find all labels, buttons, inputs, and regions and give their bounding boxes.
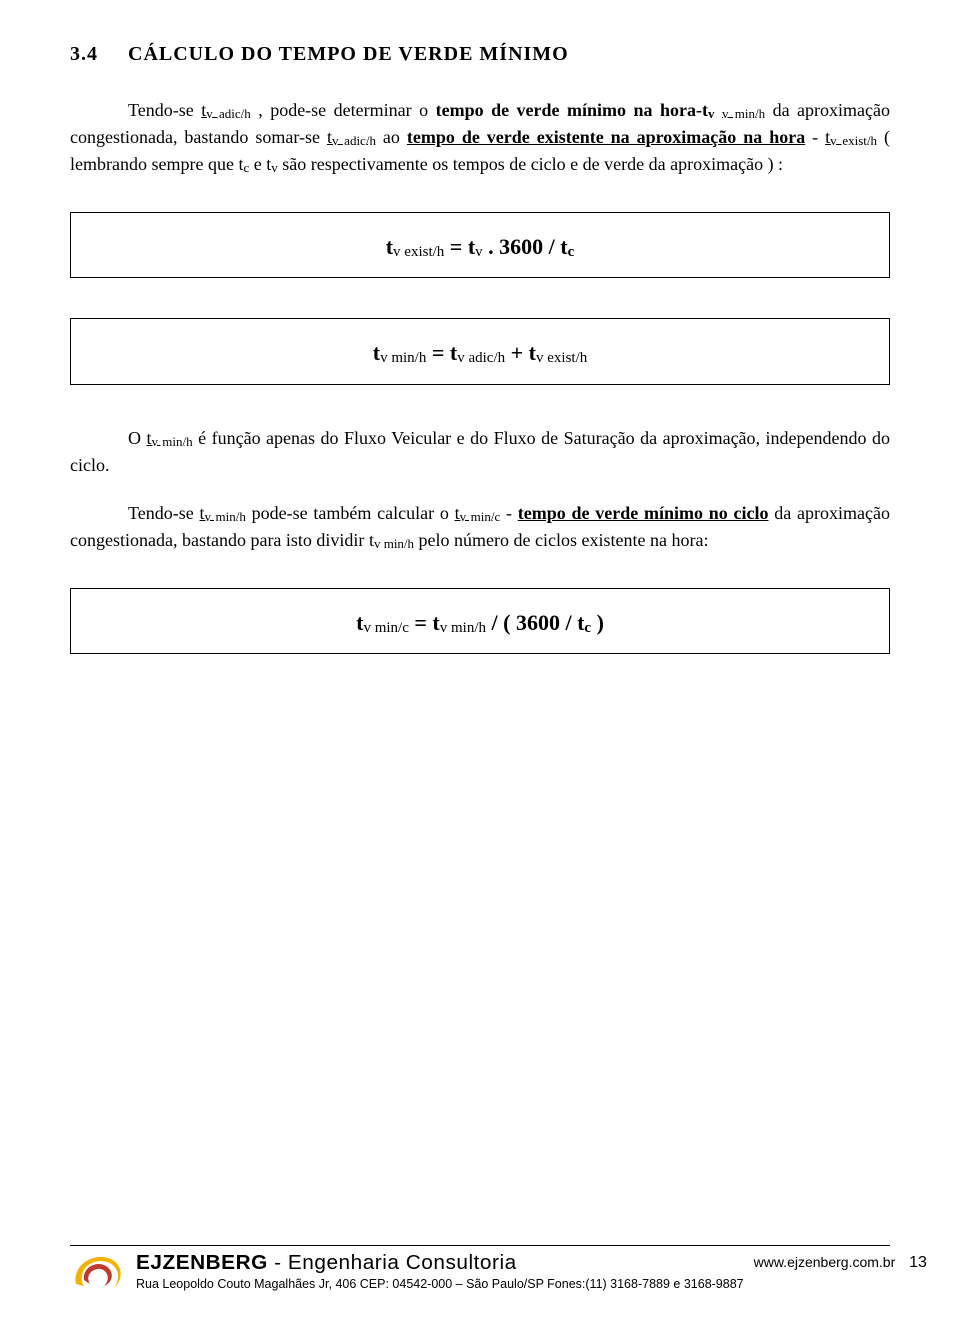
var-tv-exist-h: tv exist/h bbox=[825, 127, 877, 147]
f-op: ) bbox=[591, 610, 604, 635]
f-op: = bbox=[409, 610, 433, 635]
paragraph-1: Tendo-se tv adic/h , pode-se determinar … bbox=[70, 97, 890, 178]
f-op: = bbox=[426, 340, 450, 365]
f-main: t bbox=[560, 234, 567, 259]
text-run: - bbox=[500, 503, 518, 523]
f-op: = bbox=[444, 234, 468, 259]
var-sub: v min/h bbox=[374, 536, 414, 551]
text-run: é função apenas do Fluxo Veicular e do F… bbox=[70, 428, 890, 475]
f-op: . bbox=[483, 234, 500, 259]
f-main: t bbox=[529, 340, 536, 365]
f-sub: v exist/h bbox=[536, 350, 587, 366]
text-run: O bbox=[128, 428, 147, 448]
f-sub: v exist/h bbox=[393, 244, 444, 260]
f-sub: v bbox=[475, 244, 483, 260]
text-run: são respectivamente os tempos de ciclo e… bbox=[278, 154, 783, 174]
section-number: 3.4 bbox=[70, 43, 98, 65]
formula-3: tv min/c = tv min/h / ( 3600 / tc ) bbox=[70, 588, 890, 655]
text-run: ao bbox=[376, 127, 407, 147]
f-main: t bbox=[432, 610, 439, 635]
f-op: + bbox=[505, 340, 529, 365]
var-sub: v adic/h bbox=[206, 106, 251, 121]
brand-logo-icon bbox=[70, 1250, 126, 1296]
var-sub: v adic/h bbox=[332, 133, 376, 148]
var-sub: v bbox=[708, 106, 715, 121]
text-run: e bbox=[249, 154, 266, 174]
brand-name: EJZENBERG - Engenharia Consultoria bbox=[136, 1252, 768, 1275]
brand-rest: Engenharia Consultoria bbox=[288, 1252, 517, 1274]
var-tv-min-h-4: tv min/h bbox=[369, 530, 414, 550]
f-sub: c bbox=[568, 244, 575, 260]
f-sub: v adic/h bbox=[457, 350, 505, 366]
text-run: pelo número de ciclos existente na hora: bbox=[414, 530, 708, 550]
var-tv-suffix: tv bbox=[702, 100, 715, 120]
var-tv-min-h: v min/h bbox=[722, 100, 765, 120]
var-sub: v exist/h bbox=[830, 133, 877, 148]
text-run: Tendo-se bbox=[128, 100, 201, 120]
var-tc: tc bbox=[238, 154, 249, 174]
var-tv: tv bbox=[266, 154, 278, 174]
f-sub: v min/h bbox=[380, 350, 426, 366]
paragraph-2: O tv min/h é função apenas do Fluxo Veic… bbox=[70, 425, 890, 478]
var-tv-min-h-2: tv min/h bbox=[147, 428, 193, 448]
var-tv-adic-h: tv adic/h bbox=[201, 100, 251, 120]
text-bold-underline: tempo de verde mínimo no ciclo bbox=[518, 503, 769, 523]
page-number: 13 bbox=[909, 1254, 927, 1271]
var-sub: v min/h bbox=[152, 434, 193, 449]
f-sub: v min/c bbox=[363, 620, 408, 636]
formula-1: tv exist/h = tv . 3600 / tc bbox=[70, 212, 890, 279]
f-main: t bbox=[386, 234, 393, 259]
text-run: , pode-se determinar o bbox=[251, 100, 436, 120]
footer-divider bbox=[70, 1245, 890, 1246]
section-heading: 3.4 CÁLCULO DO TEMPO DE VERDE MÍNIMO bbox=[70, 40, 890, 69]
f-const: 3600 / bbox=[499, 234, 560, 259]
var-sub: v min/h bbox=[205, 509, 246, 524]
brand-sep: - bbox=[268, 1252, 288, 1274]
var-tv-min-h-3: tv min/h bbox=[199, 503, 245, 523]
text-bold: tempo de verde mínimo na hora- bbox=[436, 100, 702, 120]
f-sub: v min/h bbox=[440, 620, 486, 636]
footer-right: www.ejzenberg.com.br 13 bbox=[754, 1250, 927, 1272]
brand-address: Rua Leopoldo Couto Magalhães Jr, 406 CEP… bbox=[136, 1277, 744, 1291]
paragraph-3: Tendo-se tv min/h pode-se também calcula… bbox=[70, 500, 890, 554]
section-title: CÁLCULO DO TEMPO DE VERDE MÍNIMO bbox=[128, 43, 569, 65]
text-run: pode-se também calcular o bbox=[246, 503, 455, 523]
formula-2: tv min/h = tv adic/h + tv exist/h bbox=[70, 318, 890, 385]
brand-bold: EJZENBERG bbox=[136, 1252, 268, 1274]
text-bold-underline: tempo de verde existente na aproximação … bbox=[407, 127, 805, 147]
var-sub: v min/h bbox=[722, 106, 765, 121]
f-main: t bbox=[373, 340, 380, 365]
footer-url: www.ejzenberg.com.br bbox=[754, 1254, 896, 1270]
text-run: Tendo-se bbox=[128, 503, 199, 523]
f-op: / ( 3600 / bbox=[486, 610, 577, 635]
var-sub: v min/c bbox=[460, 509, 501, 524]
text-run: - bbox=[805, 127, 825, 147]
var-tv-adic-h-2: tv adic/h bbox=[327, 127, 376, 147]
var-tv-min-c: tv min/c bbox=[455, 503, 501, 523]
page-footer: EJZENBERG - Engenharia Consultoria Rua L… bbox=[70, 1245, 890, 1296]
